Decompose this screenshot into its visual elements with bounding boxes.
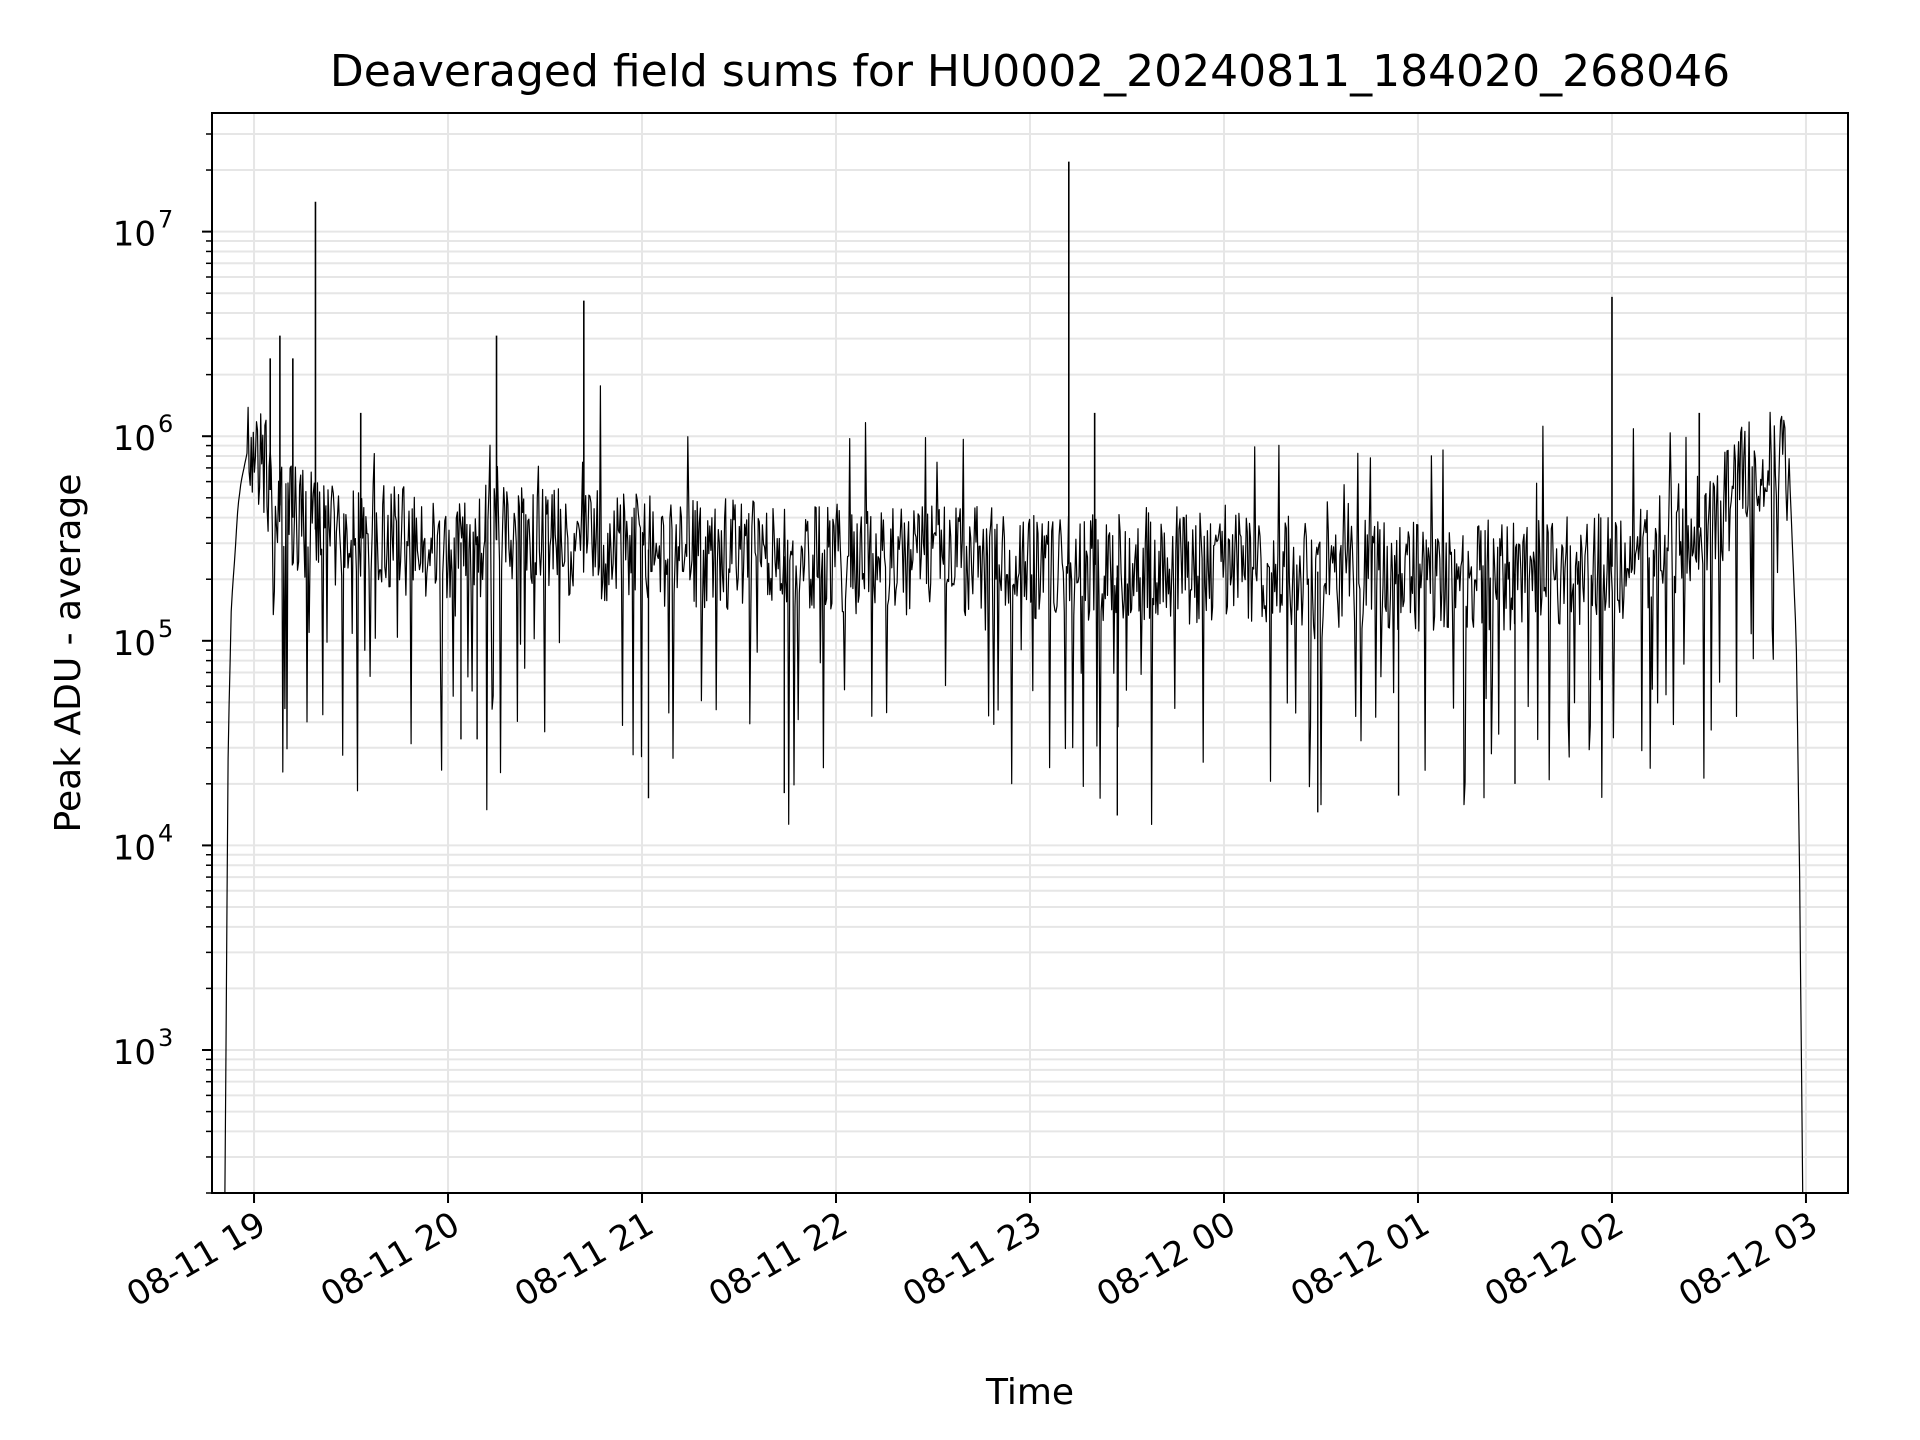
y-tick-label: 10 xyxy=(113,215,156,255)
series-line xyxy=(224,385,1804,1194)
y-tick-label: 10 xyxy=(113,624,156,664)
y-tick-exponent: 3 xyxy=(158,1024,173,1052)
y-tick-exponent: 7 xyxy=(158,206,173,234)
y-tick-exponent: 6 xyxy=(158,410,173,438)
y-tick-exponent: 4 xyxy=(158,819,173,847)
chart-title: Deaveraged field sums for HU0002_2024081… xyxy=(330,46,1730,97)
x-axis-label: Time xyxy=(985,1372,1074,1413)
plot-area xyxy=(224,161,1804,1194)
y-tick-label: 10 xyxy=(113,419,156,459)
y-tick-exponent: 5 xyxy=(158,615,173,643)
y-tick-label: 10 xyxy=(113,1033,156,1073)
y-axis-label: Peak ADU - average xyxy=(48,474,89,833)
grid-lines xyxy=(212,113,1848,1194)
y-tick-label: 10 xyxy=(113,828,156,868)
